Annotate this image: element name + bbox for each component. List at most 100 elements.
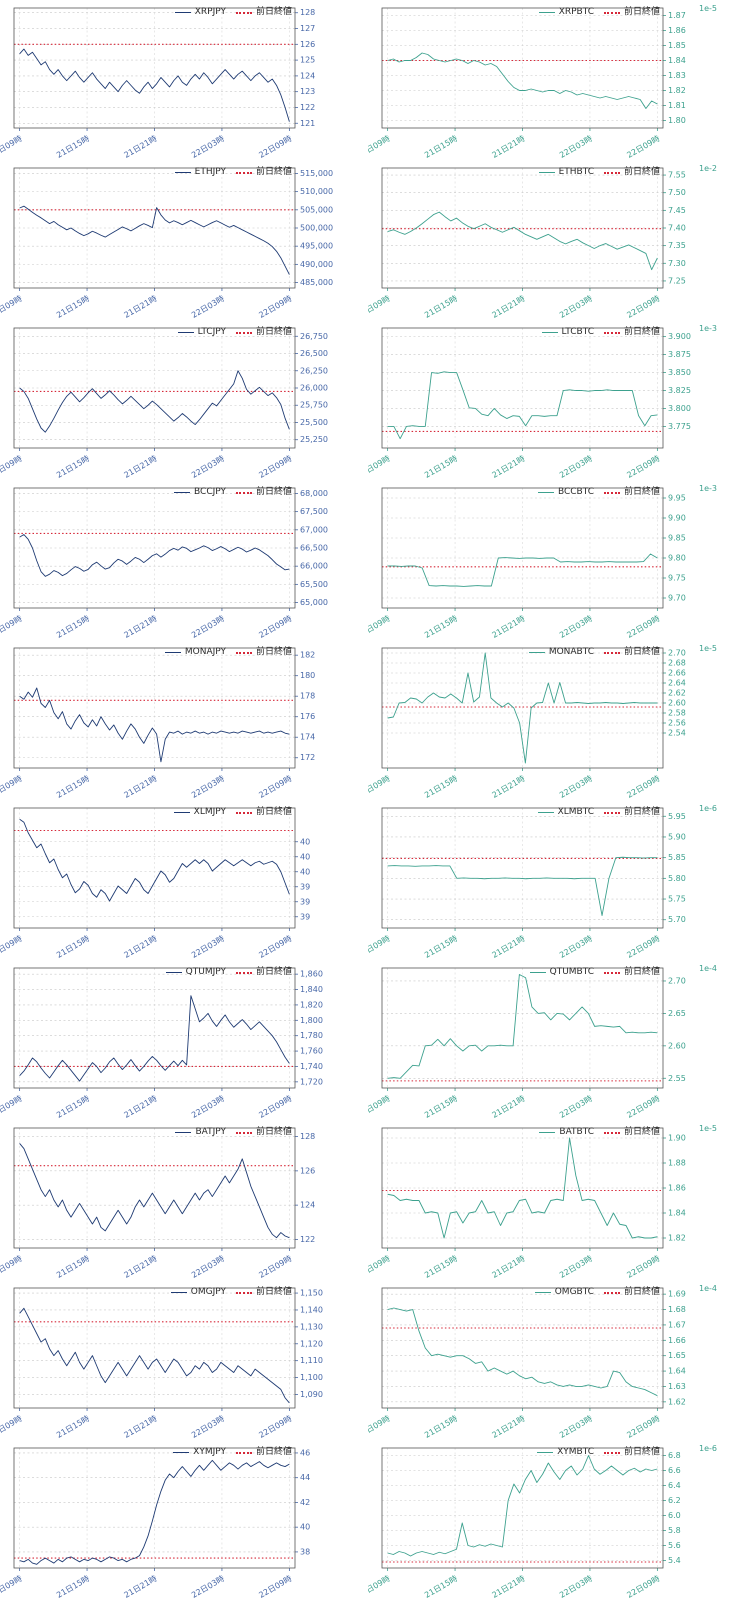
plot-frame	[381, 7, 664, 129]
legend-series-label: BCCJPY	[194, 487, 226, 497]
chart-cell-XYMJPY: 21日09時 21日15時 21日21時 22日03時 22日09時 38 40 42 44 46…	[0, 1440, 368, 1600]
y-tick-label: 1,760	[300, 1047, 323, 1056]
chart-legend: XLMBTC 前日終値	[537, 807, 660, 817]
chart-XYMBTC: 21日09時 21日15時 21日21時 22日03時 22日09時 5.4 5.6 5.8 6…	[368, 1444, 717, 1600]
prev-close-dotted-sample-icon	[235, 971, 252, 974]
legend-prev-close-entry: 前日終値	[603, 327, 660, 337]
x-tick-label: 21日15時	[423, 1254, 459, 1280]
y-tick-label: 6.6	[668, 1466, 681, 1475]
chart-MONAJPY: 21日09時 21日15時 21日21時 22日03時 22日09時 172 174 176 1…	[0, 647, 315, 800]
chart-MONABTC: 21日09時 21日15時 21日21時 22日03時 22日09時2.542.562.…	[368, 644, 717, 800]
x-tick-label: 22日09時	[257, 774, 293, 800]
legend-prev-close-entry: 前日終値	[603, 168, 660, 177]
price-line	[387, 856, 658, 917]
x-tick-label: 22日09時	[625, 614, 661, 640]
series-line-sample-icon	[537, 812, 554, 813]
legend-series-entry: XLMJPY	[173, 808, 226, 817]
x-tick-label: 22日09時	[257, 454, 293, 480]
chart-LTCJPY: 21日09時 21日15時 21日21時 22日03時 22日09時 25,250 25,5…	[0, 327, 328, 480]
chart-XLMJPY: 21日09時 21日15時 21日21時 22日03時 22日09時 39 39 39 40 40…	[0, 807, 310, 960]
chart-legend: OMGJPY 前日終値	[170, 1287, 292, 1297]
y-tick-label: 2.56	[668, 719, 686, 728]
x-tick-label: 22日09時	[257, 614, 293, 640]
x-tick-label: 21日09時	[0, 1254, 24, 1280]
x-tick-label: 21日09時	[0, 614, 24, 640]
chart-OMGBTC: 21日09時 21日15時 21日21時 22日03時 22日09時 1.62 1.63 1.…	[368, 1284, 717, 1440]
price-line	[387, 974, 658, 1079]
prev-close-dotted-sample-icon	[603, 171, 620, 174]
y-tick-label: 9.90	[668, 514, 686, 523]
x-tick-label: 22日03時	[190, 294, 226, 320]
prev-close-dotted-sample-icon	[603, 1131, 620, 1134]
y-tick-label: 6.8	[668, 1451, 681, 1460]
x-tick-label: 22日09時	[625, 1254, 661, 1280]
chart-cell-ETHBTC: 21日09時 21日15時 21日21時 22日03時 22日09時 7.25 7.30 7.…	[368, 160, 736, 320]
legend-series-label: XYMBTC	[557, 1447, 594, 1457]
legend-series-label: QTUMJPY	[185, 967, 226, 977]
legend-prev-close-entry: 前日終値	[235, 1448, 292, 1457]
y-tick-label: 5.8	[668, 1526, 681, 1535]
x-tick-label: 21日15時	[55, 614, 91, 640]
chart-legend: MONAJPY 前日終値	[164, 648, 292, 657]
price-line	[19, 818, 290, 902]
scale-offset-label: 1e-6	[699, 804, 717, 813]
series-line-sample-icon	[170, 1292, 187, 1293]
x-tick-label: 22日03時	[558, 774, 594, 800]
chart-legend: QTUMJPY 前日終値	[165, 967, 292, 977]
legend-prev-close-entry: 前日終値	[603, 1288, 660, 1297]
y-tick-label: 40	[300, 867, 310, 876]
plot-frame	[381, 487, 664, 609]
x-tick-label: 21日15時	[423, 614, 459, 640]
legend-prev-close-label: 前日終値	[623, 327, 660, 337]
chart-legend: XLMJPY 前日終値	[173, 808, 292, 817]
x-tick-label: 22日09時	[625, 134, 661, 160]
scale-offset-label: 1e-4	[699, 964, 717, 973]
y-tick-label: 5.75	[668, 895, 686, 904]
price-line	[19, 48, 290, 122]
x-tick-label: 21日15時	[423, 1094, 459, 1120]
y-tick-label: 38	[300, 1547, 310, 1556]
legend-prev-close-entry: 前日終値	[235, 8, 292, 17]
chart-cell-LTCBTC: 21日09時 21日15時 21日21時 22日03時 22日09時 3.775 3.800…	[368, 320, 736, 480]
y-tick-label: 65,000	[300, 598, 328, 607]
x-tick-label: 22日09時	[625, 1094, 661, 1120]
x-tick-label: 21日15時	[55, 1254, 91, 1280]
x-tick-label: 22日03時	[190, 1414, 226, 1440]
x-tick-label: 22日09時	[625, 774, 661, 800]
y-tick-label: 126	[300, 1166, 315, 1175]
legend-series-label: OMGJPY	[190, 1287, 226, 1297]
y-tick-label: 485,000	[300, 278, 333, 287]
legend-prev-close-label: 前日終値	[255, 327, 292, 337]
prev-close-dotted-sample-icon	[235, 651, 252, 654]
y-tick-label: 6.0	[668, 1511, 681, 1520]
x-tick-label: 22日09時	[257, 1574, 293, 1600]
price-line	[387, 1137, 658, 1239]
y-tick-label: 2.58	[668, 709, 686, 718]
y-tick-label: 515,000	[300, 169, 333, 178]
y-tick-label: 46	[300, 1448, 310, 1457]
legend-series-label: BATBTC	[559, 1127, 594, 1137]
legend-prev-close-label: 前日終値	[255, 967, 292, 977]
price-line	[19, 1459, 290, 1565]
legend-prev-close-label: 前日終値	[255, 1127, 292, 1137]
prev-close-dotted-sample-icon	[235, 1131, 252, 1134]
legend-prev-close-label: 前日終値	[255, 1287, 292, 1297]
y-tick-label: 1.84	[668, 56, 686, 65]
legend-prev-close-label: 前日終値	[255, 167, 292, 177]
chart-cell-MONAJPY: 21日09時 21日15時 21日21時 22日03時 22日09時 172 174 176 1…	[0, 640, 368, 800]
y-tick-label: 3.825	[668, 386, 691, 395]
prev-close-dotted-sample-icon	[603, 1451, 620, 1454]
y-tick-label: 39	[300, 882, 310, 891]
chart-QTUMJPY: 21日09時 21日15時 21日21時 22日03時 22日09時 1,720 1,740…	[0, 967, 323, 1120]
x-tick-label: 21日21時	[123, 614, 159, 640]
legend-prev-close-label: 前日終値	[623, 967, 660, 977]
x-tick-label: 21日15時	[423, 1574, 459, 1600]
legend-series-label: XLMBTC	[557, 807, 594, 817]
price-line	[19, 1143, 290, 1239]
legend-series-label: ETHBTC	[558, 167, 594, 177]
x-tick-label: 21日21時	[491, 1254, 527, 1280]
x-tick-label: 22日03時	[190, 454, 226, 480]
x-tick-label: 21日21時	[123, 294, 159, 320]
y-tick-label: 1.88	[668, 1159, 686, 1168]
